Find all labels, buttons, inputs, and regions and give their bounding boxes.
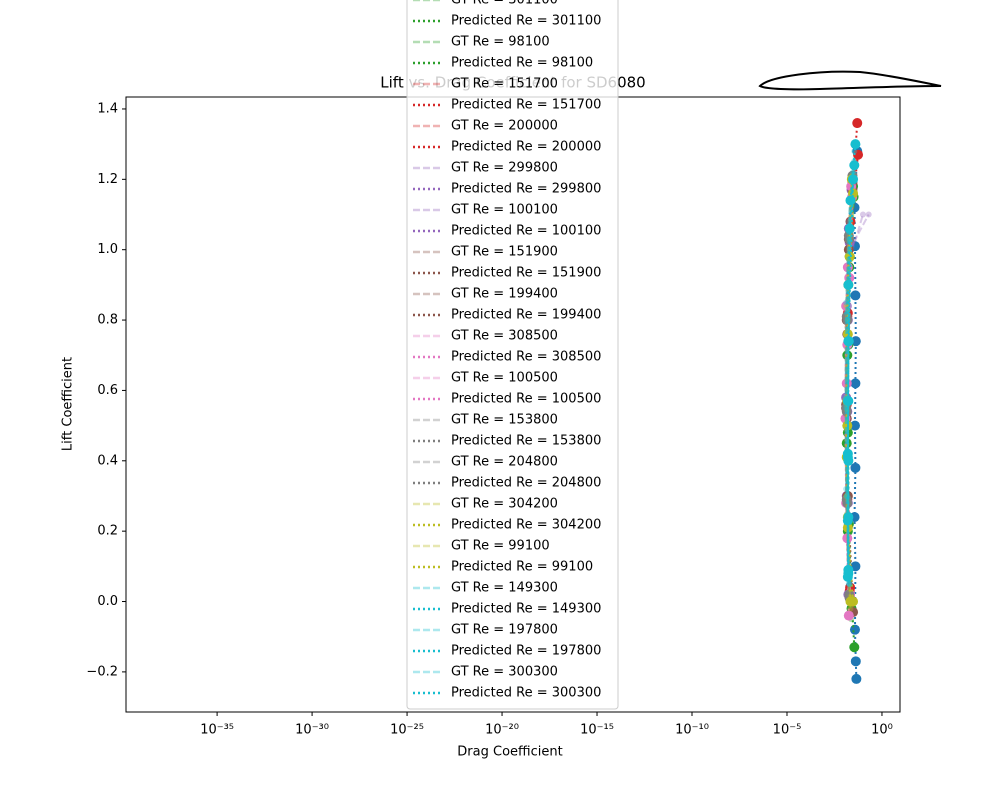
legend-label: GT Re = 304200 (451, 497, 558, 512)
data-point (843, 564, 854, 575)
data-point (843, 336, 854, 347)
legend-label: Predicted Re = 99100 (451, 560, 593, 575)
data-point (851, 673, 862, 684)
legend-label: GT Re = 151900 (451, 245, 558, 260)
series-line (845, 161, 855, 584)
y-tick-label: −0.2 (86, 664, 118, 679)
legend-label: Predicted Re = 308500 (451, 350, 601, 365)
legend-label: GT Re = 151700 (451, 77, 558, 92)
x-axis-label: Drag Coefficient (457, 745, 562, 760)
legend-label: GT Re = 299800 (451, 161, 558, 176)
data-point (846, 580, 853, 587)
data-point (843, 279, 854, 290)
legend-label: GT Re = 100100 (451, 203, 558, 218)
legend-label: Predicted Re = 100500 (451, 392, 601, 407)
x-tick-label: 10⁻²⁰ (485, 723, 519, 738)
data-point (845, 195, 856, 206)
data-point (850, 139, 861, 150)
y-tick-label: 1.2 (97, 172, 118, 187)
data-point (843, 610, 854, 621)
legend-label: GT Re = 98100 (451, 35, 550, 50)
data-point (853, 149, 864, 160)
legend-label: GT Re = 199400 (451, 287, 558, 302)
legend-label: Predicted Re = 153800 (451, 434, 601, 449)
legend-label: GT Re = 197800 (451, 623, 558, 638)
data-point (846, 580, 853, 587)
x-tick-label: 10⁻³⁵ (200, 723, 234, 738)
data-point (845, 596, 856, 607)
series-line (846, 179, 855, 577)
data-point (850, 290, 861, 301)
y-tick-label: 0.6 (97, 383, 118, 398)
y-tick-label: 0.2 (97, 524, 118, 539)
x-tick-label: 10⁻¹⁵ (580, 723, 614, 738)
legend-label: GT Re = 300300 (451, 665, 558, 680)
legend-label: Predicted Re = 204800 (451, 476, 601, 491)
x-tick-label: 10⁰ (871, 723, 893, 738)
data-point (841, 494, 852, 505)
y-tick-label: 0.0 (97, 594, 118, 609)
data-point (852, 118, 863, 129)
legend: GT Re = 301100 Predicted Re = 301100 GT Re… (406, 0, 619, 710)
data-point (847, 605, 854, 612)
data-point (849, 160, 860, 171)
legend-label: Predicted Re = 199400 (451, 308, 601, 323)
legend-label: GT Re = 153800 (451, 413, 558, 428)
data-point (843, 485, 850, 492)
legend-label: Predicted Re = 301100 (451, 14, 601, 29)
data-point (859, 211, 866, 218)
data-point (865, 211, 872, 218)
data-point (842, 395, 853, 406)
y-tick-label: 0.4 (97, 453, 118, 468)
legend-label: GT Re = 301100 (451, 0, 558, 8)
legend-box (406, 0, 619, 710)
data-point (849, 624, 860, 635)
data-point (843, 512, 854, 523)
airfoil-shape (758, 70, 942, 91)
legend-label: GT Re = 99100 (451, 539, 550, 554)
legend-label: Predicted Re = 299800 (451, 182, 601, 197)
legend-label: Predicted Re = 200000 (451, 140, 601, 155)
series-line (846, 144, 857, 570)
data-point (849, 420, 860, 431)
data-point (843, 455, 854, 466)
legend-label: Predicted Re = 149300 (451, 602, 601, 617)
data-point (850, 336, 861, 347)
x-tick-label: 10⁻¹⁰ (675, 723, 709, 738)
data-point (850, 656, 861, 667)
series-line (844, 175, 854, 602)
y-tick-label: 1.4 (97, 101, 118, 116)
data-point (850, 462, 861, 473)
legend-label: GT Re = 200000 (451, 119, 558, 134)
y-tick-label: 1.0 (97, 242, 118, 257)
legend-label: Predicted Re = 197800 (451, 644, 601, 659)
legend-label: Predicted Re = 304200 (451, 518, 601, 533)
y-axis-label: Lift Coefficient (61, 357, 76, 451)
series-line (844, 151, 856, 584)
legend-label: Predicted Re = 98100 (451, 56, 593, 71)
legend-label: Predicted Re = 100100 (451, 224, 601, 239)
x-tick-label: 10⁻²⁵ (390, 723, 424, 738)
legend-label: Predicted Re = 151900 (451, 266, 601, 281)
data-point (850, 378, 861, 389)
legend-label: Predicted Re = 151700 (451, 98, 601, 113)
data-point (845, 580, 852, 587)
x-tick-label: 10⁻⁵ (773, 723, 802, 738)
data-point (843, 299, 850, 306)
legend-label: GT Re = 308500 (451, 329, 558, 344)
x-tick-label: 10⁻³⁰ (295, 723, 329, 738)
legend-label: GT Re = 100500 (451, 371, 558, 386)
data-point (849, 642, 860, 653)
plot-area: 10⁻³⁵ 10⁻³⁰ 10⁻²⁵ 10⁻²⁰ 10⁻¹⁵ 10⁻¹⁰ 10⁻⁵ 10⁰ −0.… (86, 101, 892, 737)
legend-label: Predicted Re = 300300 (451, 686, 601, 701)
y-tick-label: 0.8 (97, 313, 118, 328)
legend-label: GT Re = 204800 (451, 455, 558, 470)
legend-label: GT Re = 149300 (451, 581, 558, 596)
